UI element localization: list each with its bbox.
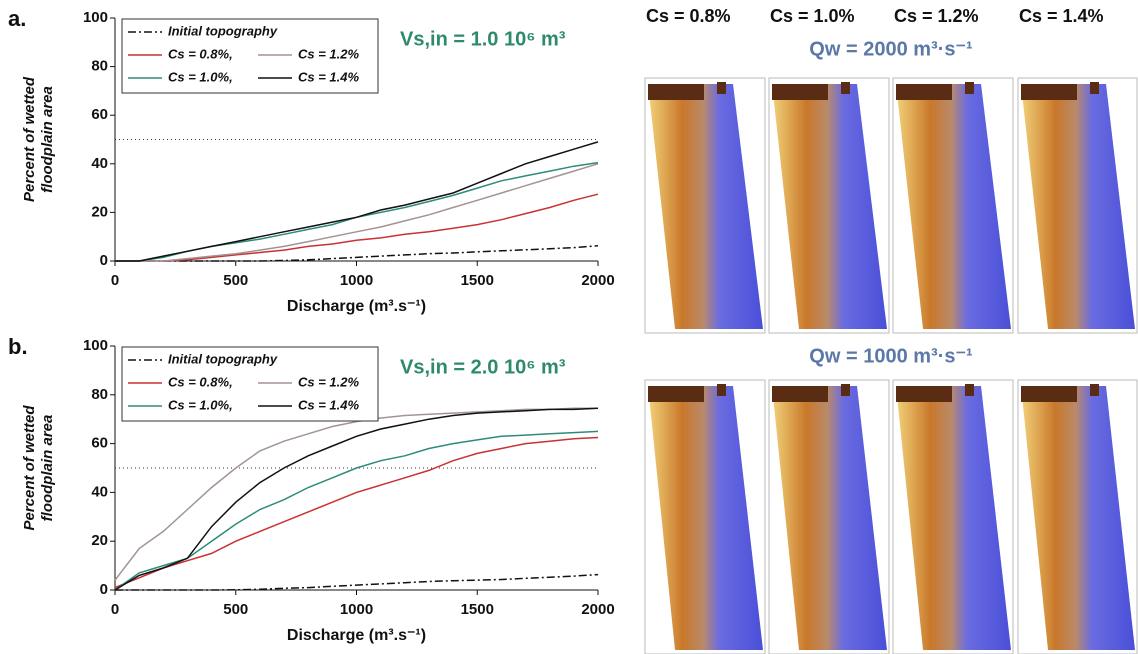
- inlet-block: [1021, 386, 1077, 402]
- legend-label: Cs = 1.2%: [298, 374, 360, 389]
- x-axis-label: Discharge (m³.s⁻¹): [287, 627, 426, 644]
- simulation-image: [1021, 386, 1135, 650]
- series-line: [114, 436, 599, 589]
- inlet-block: [648, 84, 704, 100]
- series-line: [114, 407, 598, 581]
- simulation-image: [648, 84, 763, 329]
- y-tick-label: 80: [91, 386, 108, 403]
- simulation-image: [648, 386, 763, 650]
- y-tick-label: 80: [91, 58, 108, 75]
- inlet-block: [1090, 82, 1099, 94]
- inlet-block: [896, 84, 952, 100]
- legend-label: Cs = 0.8%,: [168, 374, 233, 389]
- y-axis-label: Percent of wetted: [21, 405, 38, 531]
- inlet-block: [717, 82, 726, 94]
- inlet-block: [841, 82, 850, 94]
- column-title: Cs = 1.4%: [1019, 6, 1104, 26]
- inlet-block: [648, 386, 704, 402]
- y-axis-label: floodplain area: [39, 86, 56, 193]
- y-tick-label: 40: [91, 483, 108, 500]
- panel-label: b.: [8, 334, 28, 359]
- y-tick-label: 20: [91, 203, 108, 220]
- inlet-block: [1021, 84, 1077, 100]
- legend-label: Initial topography: [168, 351, 278, 366]
- y-axis-label: floodplain area: [39, 415, 56, 522]
- legend-label: Cs = 1.0%,: [168, 397, 233, 412]
- series-line: [115, 573, 599, 591]
- x-tick-label: 500: [223, 601, 248, 618]
- series-line: [115, 141, 599, 262]
- y-tick-label: 60: [91, 435, 108, 452]
- legend-label: Cs = 1.4%: [298, 397, 360, 412]
- simulation-image: [772, 386, 887, 650]
- inlet-block: [896, 386, 952, 402]
- simulation-image: [896, 386, 1011, 650]
- x-tick-label: 1500: [461, 601, 494, 618]
- inlet-block: [965, 82, 974, 94]
- legend-label: Cs = 1.4%: [298, 69, 360, 84]
- y-tick-label: 60: [91, 106, 108, 123]
- inlet-block: [841, 384, 850, 396]
- series-line: [115, 161, 599, 262]
- annotation: Vs,in = 2.0 10⁶ m³: [400, 356, 566, 378]
- inlet-block: [772, 386, 828, 402]
- panel-label: a.: [8, 6, 26, 31]
- column-title: Cs = 1.2%: [894, 6, 979, 26]
- row-title: Qw = 2000 m³·s⁻¹: [809, 38, 973, 60]
- legend-label: Cs = 0.8%,: [168, 46, 233, 61]
- inlet-block: [772, 84, 828, 100]
- y-tick-label: 0: [100, 581, 108, 598]
- column-title: Cs = 0.8%: [646, 6, 731, 26]
- x-tick-label: 0: [111, 601, 119, 618]
- y-tick-label: 0: [100, 252, 108, 269]
- legend-label: Cs = 1.0%,: [168, 69, 233, 84]
- series-line: [115, 244, 599, 262]
- inlet-block: [965, 384, 974, 396]
- column-title: Cs = 1.0%: [770, 6, 855, 26]
- simulation-image: [772, 84, 887, 329]
- series-line: [115, 193, 599, 262]
- x-tick-label: 500: [223, 272, 248, 289]
- inlet-block: [717, 384, 726, 396]
- y-tick-label: 100: [83, 337, 108, 354]
- legend-label: Initial topography: [168, 23, 278, 38]
- y-axis-label: Percent of wetted: [21, 76, 38, 202]
- annotation: Vs,in = 1.0 10⁶ m³: [400, 28, 566, 50]
- legend-box: [121, 18, 379, 94]
- y-tick-label: 20: [91, 532, 108, 549]
- series-line: [114, 430, 599, 591]
- legend-label: Cs = 1.2%: [298, 46, 360, 61]
- y-tick-label: 100: [83, 9, 108, 26]
- x-tick-label: 1000: [340, 272, 373, 289]
- x-tick-label: 1000: [340, 601, 373, 618]
- x-tick-label: 1500: [461, 272, 494, 289]
- y-tick-label: 40: [91, 155, 108, 172]
- x-axis-label: Discharge (m³.s⁻¹): [287, 298, 426, 315]
- x-tick-label: 2000: [581, 272, 614, 289]
- simulation-image: [1021, 84, 1135, 329]
- series-line: [114, 407, 599, 591]
- x-tick-label: 0: [111, 272, 119, 289]
- row-title: Qw = 1000 m³·s⁻¹: [809, 345, 973, 367]
- legend-box: [121, 346, 379, 422]
- x-tick-label: 2000: [581, 601, 614, 618]
- series-line: [115, 163, 599, 262]
- inlet-block: [1090, 384, 1099, 396]
- simulation-image: [896, 84, 1011, 329]
